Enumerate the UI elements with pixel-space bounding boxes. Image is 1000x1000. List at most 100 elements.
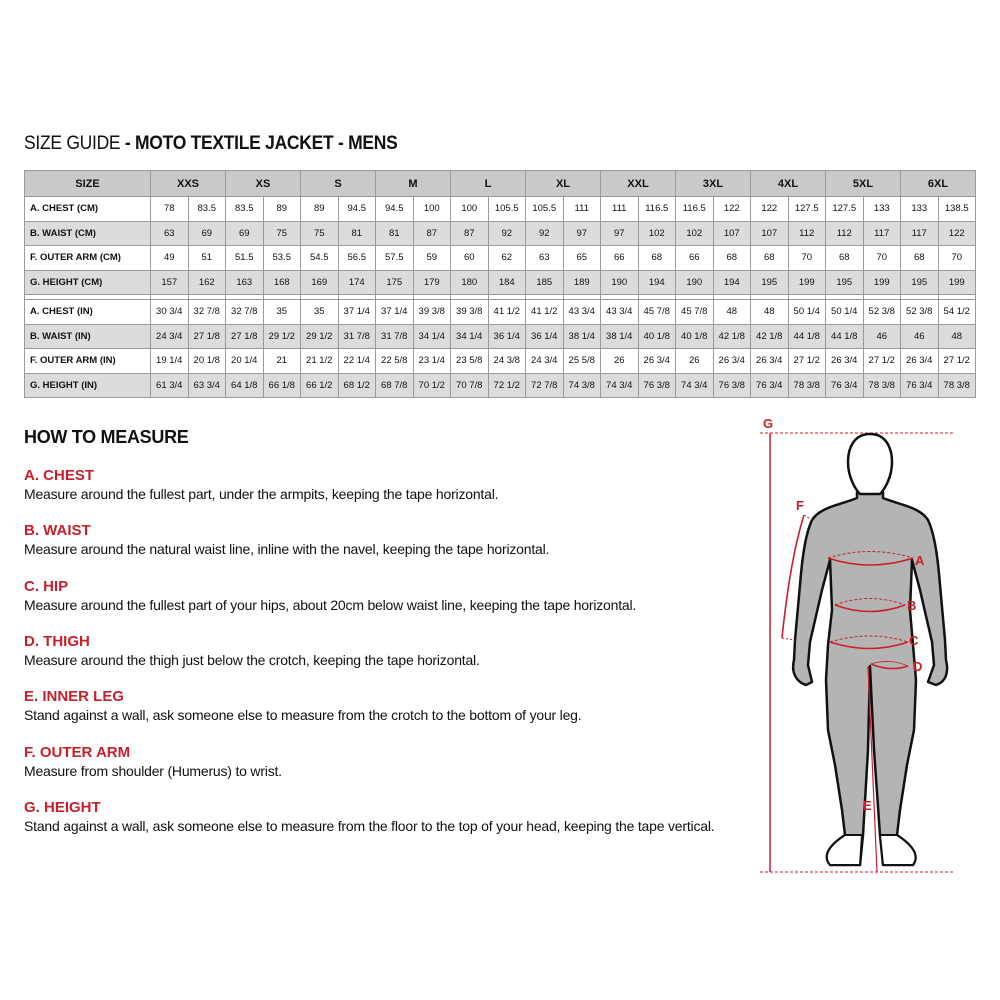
table-row: G. HEIGHT (IN) 61 3/4 63 3/4 64 1/8 66 1/8 66… [24, 372, 976, 398]
table-spacer [24, 294, 976, 300]
table-cell: 89 [300, 196, 339, 222]
size-column-header: XS [225, 170, 301, 197]
table-cell: 195 [750, 269, 789, 295]
body-measurement-figure: G F A B C D E [760, 416, 955, 873]
height-guide [760, 432, 955, 873]
measure-item: B. WAIST Measure around the natural waist… [24, 522, 549, 558]
label-d: D [913, 659, 922, 674]
table-cell: 63 3/4 [187, 372, 226, 398]
table-cell: 66 1/2 [300, 372, 339, 398]
table-cell: 61 3/4 [150, 372, 189, 398]
table-cell: 23 5/8 [450, 348, 489, 374]
table-cell: 76 3/8 [712, 372, 751, 398]
table-cell: 37 1/4 [337, 299, 376, 325]
table-cell: 31 7/8 [337, 323, 376, 349]
table-cell: 78 [150, 196, 189, 222]
table-cell: 68 7/8 [375, 372, 414, 398]
table-cell: 102 [675, 220, 714, 246]
measure-description: Measure around the natural waist line, i… [24, 541, 550, 558]
table-cell: 36 1/4 [487, 323, 526, 349]
row-label: A. CHEST (CM) [24, 196, 151, 222]
table-cell: 27 1/2 [787, 348, 826, 374]
table-cell: 75 [300, 220, 339, 246]
body-silhouette [791, 490, 949, 867]
table-cell: 54 1/2 [937, 299, 976, 325]
table-cell: 94.5 [337, 196, 376, 222]
table-cell: 41 1/2 [525, 299, 564, 325]
table-cell: 111 [562, 196, 601, 222]
table-cell: 45 7/8 [637, 299, 676, 325]
row-label: G. HEIGHT (CM) [24, 269, 151, 295]
how-to-measure-heading: HOW TO MEASURE [24, 427, 189, 447]
table-cell: 102 [637, 220, 676, 246]
table-cell: 63 [150, 220, 189, 246]
measure-item: D. THIGH Measure around the thigh just be… [24, 633, 480, 669]
table-cell: 24 3/8 [487, 348, 526, 374]
table-cell: 107 [712, 220, 751, 246]
table-cell: 29 1/2 [262, 323, 301, 349]
table-cell: 87 [450, 220, 489, 246]
table-cell: 68 [637, 245, 676, 271]
table-cell: 52 3/8 [900, 299, 939, 325]
table-cell: 127.5 [787, 196, 826, 222]
head [846, 432, 894, 496]
table-cell: 68 [712, 245, 751, 271]
table-cell: 26 3/4 [637, 348, 676, 374]
label-e: E [863, 798, 872, 813]
table-cell: 72 7/8 [525, 372, 564, 398]
table-cell: 51.5 [225, 245, 264, 271]
row-label: A. CHEST (IN) [24, 299, 151, 325]
table-cell: 32 7/8 [225, 299, 264, 325]
table-cell: 25 5/8 [562, 348, 601, 374]
table-cell: 117 [900, 220, 939, 246]
table-row: G. HEIGHT (CM) 157 162 163 168 169 174 175 179 18… [24, 269, 976, 295]
table-cell: 122 [937, 220, 976, 246]
table-cell: 20 1/8 [187, 348, 226, 374]
table-row: A. CHEST (IN) 30 3/4 32 7/8 32 7/8 35 35 37 1/… [24, 299, 976, 325]
table-cell: 37 1/4 [375, 299, 414, 325]
table-cell: 70 [862, 245, 901, 271]
measure-title: B. WAIST [24, 522, 91, 540]
table-cell: 190 [675, 269, 714, 295]
measure-description: Stand against a wall, ask someone else t… [24, 817, 715, 834]
table-cell: 133 [900, 196, 939, 222]
table-cell: 189 [562, 269, 601, 295]
table-cell: 78 3/8 [937, 372, 976, 398]
table-cell: 100 [412, 196, 451, 222]
size-column-header: XXL [600, 170, 676, 197]
table-cell: 66 [675, 245, 714, 271]
table-cell: 34 1/4 [450, 323, 489, 349]
table-cell: 27 1/2 [862, 348, 901, 374]
table-cell: 75 [262, 220, 301, 246]
table-cell: 26 3/4 [750, 348, 789, 374]
table-cell: 48 [750, 299, 789, 325]
table-cell: 194 [712, 269, 751, 295]
table-cell: 35 [300, 299, 339, 325]
table-cell: 174 [337, 269, 376, 295]
measure-item: F. OUTER ARM Measure from shoulder (Humer… [24, 744, 282, 780]
measure-item: G. HEIGHT Stand against a wall, ask someo… [24, 799, 715, 835]
row-label: F. OUTER ARM (CM) [24, 245, 151, 271]
label-a: A [915, 553, 925, 568]
table-cell: 41 1/2 [487, 299, 526, 325]
table-cell: 76 3/8 [637, 372, 676, 398]
measure-title: D. THIGH [24, 632, 90, 650]
table-cell: 112 [787, 220, 826, 246]
table-cell: 42 1/8 [750, 323, 789, 349]
table-cell: 195 [900, 269, 939, 295]
table-cell: 68 [750, 245, 789, 271]
table-cell: 68 [825, 245, 864, 271]
table-cell: 97 [562, 220, 601, 246]
table-cell: 24 3/4 [150, 323, 189, 349]
table-cell: 168 [262, 269, 301, 295]
table-cell: 26 [600, 348, 639, 374]
table-cell: 38 1/4 [600, 323, 639, 349]
label-c: C [909, 633, 919, 648]
table-cell: 162 [187, 269, 226, 295]
table-cell: 195 [825, 269, 864, 295]
table-cell: 68 [900, 245, 939, 271]
table-cell: 83.5 [225, 196, 264, 222]
table-cell: 39 3/8 [450, 299, 489, 325]
table-cell: 59 [412, 245, 451, 271]
table-cell: 105.5 [525, 196, 564, 222]
